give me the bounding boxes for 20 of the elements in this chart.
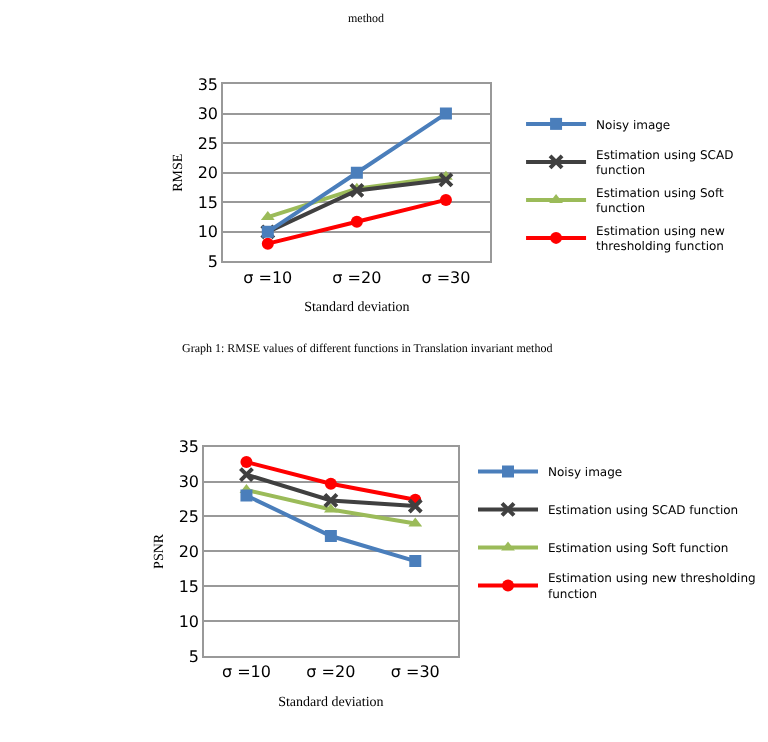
y-tick-label: 30	[178, 473, 200, 492]
y-tick-label: 15	[197, 193, 219, 212]
y-tick-label: 25	[197, 134, 219, 153]
y-tick-label: 20	[178, 542, 200, 561]
x-tick-label: σ =10	[243, 268, 293, 287]
x-tick-label: σ =20	[306, 663, 356, 682]
y-tick-label: 35	[178, 438, 200, 457]
y-tick-label: 15	[178, 577, 200, 596]
y-tick-label: 5	[188, 647, 200, 666]
y-tick-label: 10	[197, 223, 219, 242]
y-tick-label: 35	[197, 75, 219, 94]
x-tick-label: σ =10	[221, 663, 271, 682]
y-tick-label: 20	[197, 164, 219, 183]
y-tick-label: 30	[197, 105, 219, 124]
y-tick-label: 10	[178, 612, 200, 631]
x-tick-label: σ =30	[421, 268, 471, 287]
x-tick-label: σ =20	[332, 268, 382, 287]
y-tick-label: 25	[178, 508, 200, 527]
x-tick-label: σ =30	[390, 663, 440, 682]
y-tick-label: 5	[207, 253, 219, 271]
